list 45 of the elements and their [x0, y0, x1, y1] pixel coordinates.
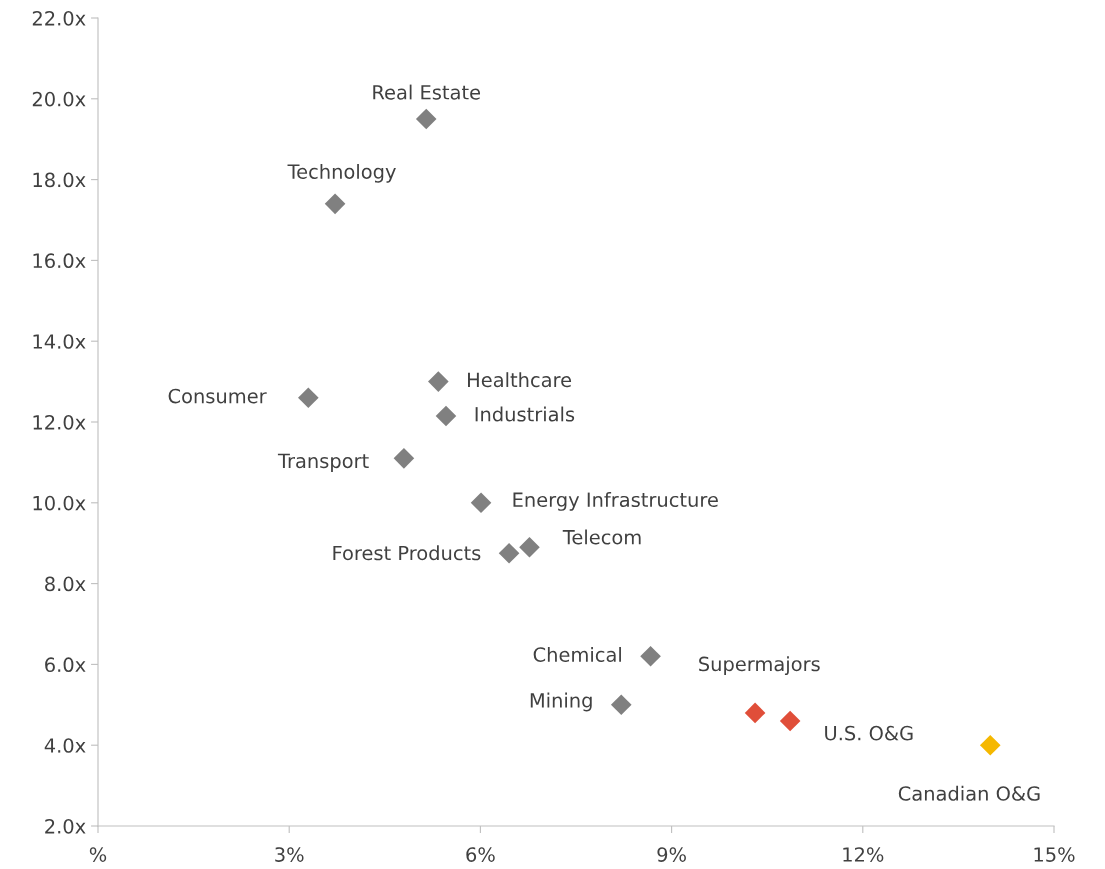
annotation: Industrials — [475, 406, 575, 422]
x-tick-label: 3% — [275, 847, 304, 862]
point — [393, 448, 415, 469]
point — [610, 694, 632, 716]
point — [298, 387, 319, 409]
y-tick-label: 18.0x — [33, 172, 86, 188]
annotation: Consumer — [168, 388, 267, 404]
y-tick-label: 14.0x — [33, 334, 86, 349]
point — [470, 492, 492, 514]
annotation: Canadian O&G — [898, 785, 1040, 801]
y-tick-label: 2.0x — [45, 818, 86, 834]
annotation: Healthcare — [468, 372, 572, 388]
point — [979, 734, 1001, 756]
annotation: Chemical — [533, 646, 621, 662]
annotation: Real Estate — [373, 84, 481, 100]
annotation: Forest Products — [333, 545, 481, 561]
point — [324, 193, 346, 215]
x-tick-label: 9% — [657, 847, 686, 862]
y-tick-label: 22.0x — [32, 10, 86, 26]
x-tick-label: 15% — [1034, 847, 1075, 862]
annotation: Mining — [530, 692, 592, 712]
point — [428, 371, 449, 392]
x-tick-label: % — [89, 847, 107, 862]
annotation: Telecom — [562, 529, 641, 545]
y-tick-label: 4.0x — [44, 738, 86, 753]
y-tick-label: 12.0x — [33, 414, 86, 430]
point — [498, 543, 520, 564]
point — [744, 702, 766, 724]
y-tick-label: 16.0x — [33, 253, 86, 269]
point — [779, 710, 801, 732]
annotation: Energy Infrastructure — [513, 492, 718, 511]
y-tick-label: 8.0x — [45, 576, 86, 592]
annotation: Supermajors — [699, 656, 820, 676]
annotation: U.S. O&G — [825, 725, 913, 741]
point — [415, 108, 437, 130]
x-tick-label: 6% — [466, 847, 495, 862]
y-tick-label: 20.0x — [32, 91, 86, 107]
point — [435, 405, 457, 427]
x-tick-label: 12% — [843, 847, 884, 862]
y-tick-label: 10.0x — [33, 495, 86, 511]
annotation: Transport — [277, 453, 369, 472]
point — [640, 646, 661, 667]
annotation: Technology — [287, 163, 396, 183]
y-tick-label: 6.0x — [45, 657, 86, 673]
point — [519, 536, 540, 558]
